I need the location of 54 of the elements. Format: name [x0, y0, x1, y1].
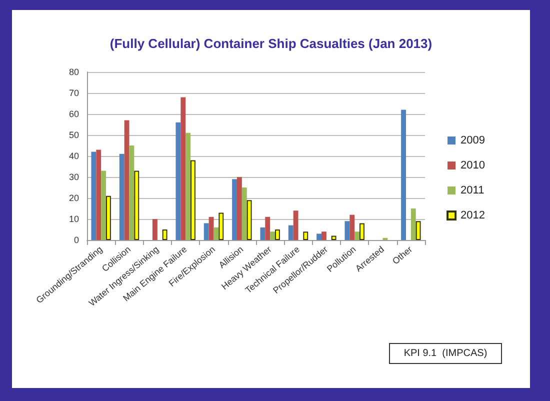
- y-tick-label: 70: [68, 88, 79, 98]
- y-tick-label: 60: [68, 109, 79, 119]
- bar: [152, 219, 158, 240]
- bar: [303, 232, 308, 240]
- bar: [176, 122, 181, 240]
- bar: [416, 221, 421, 240]
- bar: [214, 227, 219, 240]
- bar: [232, 179, 237, 240]
- bar: [350, 214, 355, 240]
- bar: [96, 150, 102, 240]
- y-tick-label: 0: [74, 235, 79, 245]
- bar: [119, 154, 124, 240]
- y-tick-label: 10: [68, 214, 79, 224]
- y-tick-label: 30: [68, 172, 79, 182]
- bar: [401, 110, 406, 240]
- bar: [162, 230, 168, 240]
- bar: [236, 177, 242, 240]
- bar: [270, 232, 276, 240]
- bar: [242, 188, 247, 240]
- bar: [344, 221, 350, 240]
- bar: [354, 232, 360, 240]
- bar: [360, 223, 364, 240]
- bar: [316, 234, 322, 240]
- y-tick-label: 40: [68, 151, 79, 161]
- legend-label: 2010: [460, 160, 486, 172]
- y-tick-label: 80: [68, 67, 79, 77]
- bar: [129, 146, 134, 240]
- bar: [106, 196, 111, 240]
- bar: [218, 212, 224, 240]
- bar: [101, 170, 106, 240]
- bar: [208, 216, 214, 240]
- bar: [124, 120, 130, 240]
- bar: [186, 132, 191, 240]
- bar: [331, 236, 336, 240]
- text: KPI 9.1 (IMPCAS): [404, 348, 488, 359]
- y-tick-label: 50: [68, 130, 79, 140]
- bar: [275, 230, 280, 240]
- chart-title: (Fully Cellular) Container Ship Casualties (Jan 2013): [110, 36, 432, 51]
- legend-label: 2012: [460, 210, 486, 222]
- bar: [91, 152, 96, 240]
- y-tick-label: 20: [68, 193, 79, 203]
- legend-label: 2009: [460, 134, 486, 146]
- bar: [265, 216, 270, 240]
- bar: [134, 170, 140, 240]
- bar: [410, 208, 416, 240]
- bar: [288, 225, 294, 240]
- bar: [180, 97, 186, 240]
- bar: [260, 227, 266, 240]
- bar: [246, 200, 252, 240]
- bar: [293, 210, 298, 240]
- legend-label: 2011: [460, 184, 484, 196]
- bar: [190, 160, 196, 240]
- bar: [204, 223, 209, 240]
- bar: [321, 232, 326, 240]
